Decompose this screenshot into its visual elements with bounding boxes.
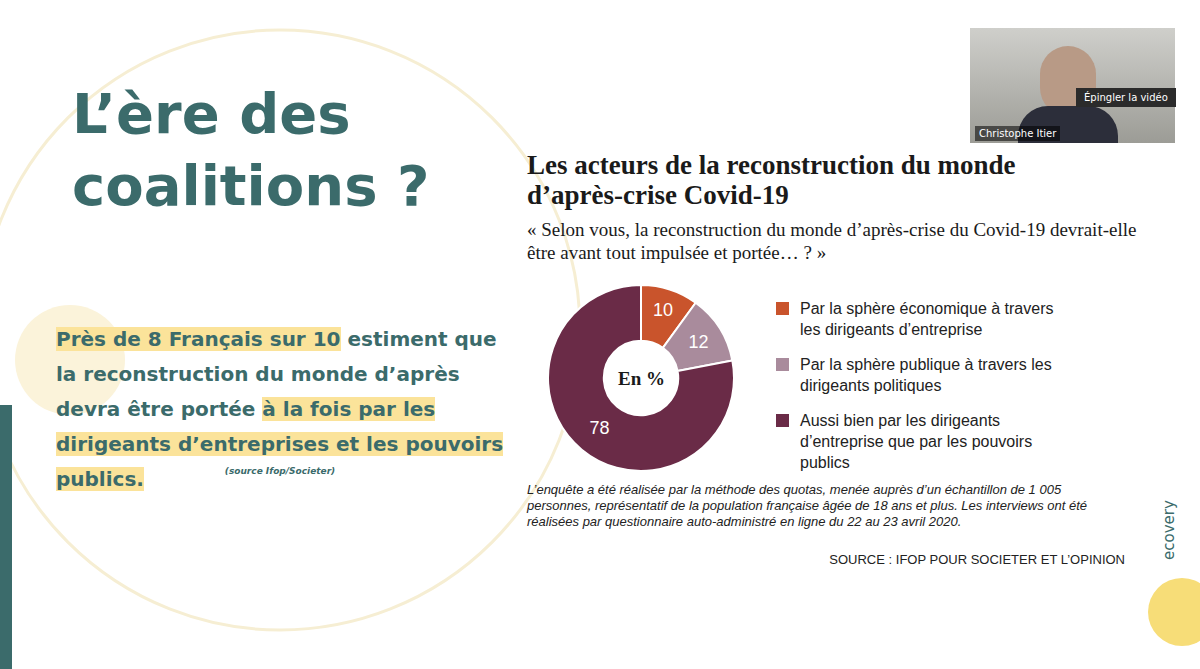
html-text:Épingler la vidéo: Épingler la vidéo xyxy=(1084,92,1168,103)
html-text:ecovery: ecovery xyxy=(1160,500,1178,560)
html-text:SOURCE : IFOP POUR SOCIETER ET: SOURCE : IFOP POUR SOCIETER ET L’OPINION xyxy=(829,552,1125,567)
html-text:(source Ifop/Societer): (source Ifop/Societer) xyxy=(224,466,336,476)
html-text:Aussi bien par les dirigeants: Aussi bien par les dirigeants d’entrepri… xyxy=(800,412,1033,471)
svg-text:78: 78 xyxy=(589,418,609,438)
html-text:Par la sphère publique à trave: Par la sphère publique à travers les dir… xyxy=(800,356,1052,394)
html-text:Près de 8 Français sur 10 esti: Près de 8 Français sur 10 estiment que l… xyxy=(56,327,504,491)
html-text:Christophe Itier: Christophe Itier xyxy=(979,128,1057,139)
svg-text:En %: En % xyxy=(618,368,665,389)
html-text:Par la sphère économique à tra: Par la sphère économique à travers les d… xyxy=(800,300,1054,338)
html-text:« Selon vous, la reconstructio: « Selon vous, la reconstruction du monde… xyxy=(527,219,1137,263)
html-text:Les acteurs de la reconstructi: Les acteurs de la reconstruction du mond… xyxy=(527,150,1016,210)
html-text:L’ère des coalitions ?: L’ère des coalitions ? xyxy=(72,81,430,218)
svg-text:12: 12 xyxy=(688,332,708,352)
html-text:L’enquête a été réalisée par l: L’enquête a été réalisée par la méthode … xyxy=(527,482,1088,529)
svg-text:10: 10 xyxy=(653,300,673,320)
